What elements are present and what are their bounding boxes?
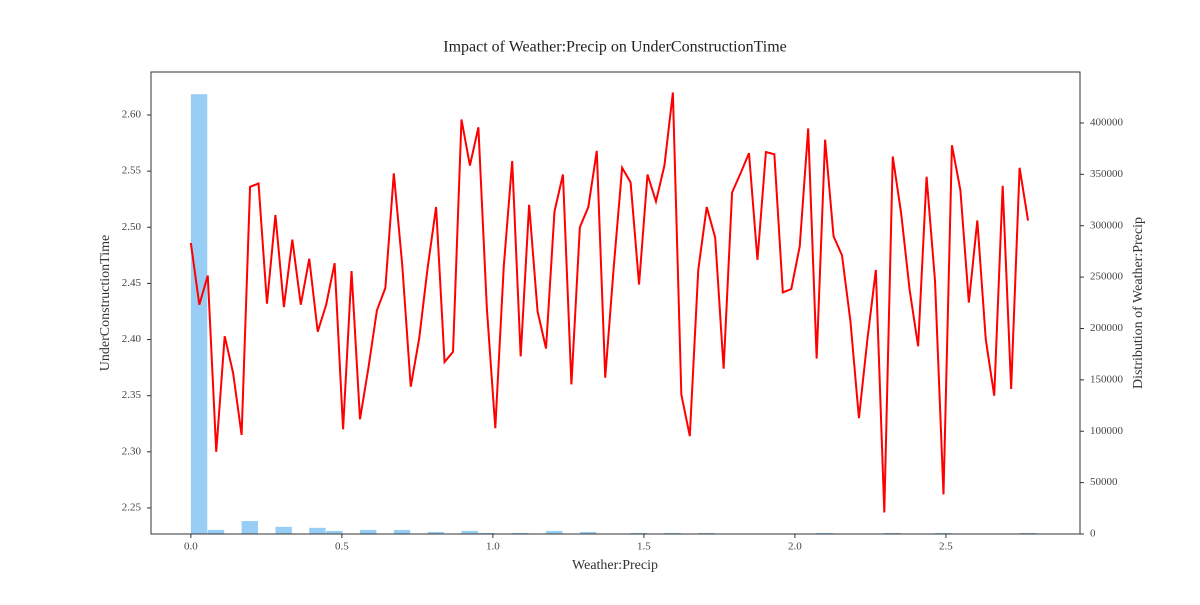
y2-tick-label: 200000 (1090, 322, 1124, 334)
y-tick-label: 2.40 (122, 333, 142, 345)
x-tick-label: 0.5 (335, 541, 349, 553)
y-tick-label: 2.45 (122, 277, 142, 289)
histogram-bar (393, 529, 411, 534)
y-tick-label: 2.55 (122, 165, 142, 177)
histogram-bar (546, 530, 563, 534)
histogram-bar (207, 529, 225, 534)
histogram-bar (461, 530, 478, 534)
x-tick-label: 2.5 (939, 541, 953, 553)
y-tick-label: 2.25 (122, 501, 142, 513)
histogram-bar (427, 531, 445, 534)
y2-tick-label: 50000 (1090, 476, 1118, 488)
histogram-bar (512, 532, 529, 534)
histogram-bar (1019, 532, 1037, 534)
y2-axis-label: Distribution of Weather:Precip (1131, 217, 1146, 389)
x-tick-label: 1.0 (486, 541, 500, 553)
histogram-bar (275, 526, 292, 534)
histogram-bar (241, 521, 259, 534)
histogram-bar (935, 532, 952, 534)
y2-tick-label: 0 (1090, 528, 1096, 540)
plot-frame (150, 71, 1081, 535)
histogram-bar (309, 527, 326, 534)
x-tick-label: 1.5 (637, 541, 651, 553)
x-axis-label: Weather:Precip (572, 558, 658, 573)
y-tick-label: 2.60 (122, 109, 142, 121)
y-tick-label: 2.50 (122, 221, 142, 233)
histogram-bar (816, 532, 834, 534)
histogram-bar (190, 94, 208, 534)
y2-tick-label: 150000 (1090, 373, 1124, 385)
histogram-bar (579, 531, 597, 534)
histogram-bar (698, 532, 715, 534)
y2-tick-label: 250000 (1090, 271, 1124, 283)
y-tick-label: 2.30 (122, 445, 142, 457)
histogram-bar (630, 532, 648, 534)
histogram-bar (664, 532, 681, 534)
y-axis-label: UnderConstructionTime (98, 235, 113, 371)
histogram-bar (326, 530, 343, 534)
y2-tick-label: 300000 (1090, 219, 1124, 231)
y2-tick-label: 400000 (1090, 116, 1124, 128)
chart-title: Impact of Weather:Precip on UnderConstru… (443, 39, 787, 56)
line (189, 92, 1030, 513)
histogram-bar (478, 532, 495, 534)
y2-tick-label: 100000 (1090, 425, 1124, 437)
x-tick-label: 0.0 (184, 541, 198, 553)
y2-tick-label: 350000 (1090, 168, 1124, 180)
y-tick-label: 2.35 (122, 389, 142, 401)
histogram-bar (884, 532, 901, 534)
histogram-bar (359, 529, 377, 534)
x-tick-label: 2.0 (788, 541, 802, 553)
